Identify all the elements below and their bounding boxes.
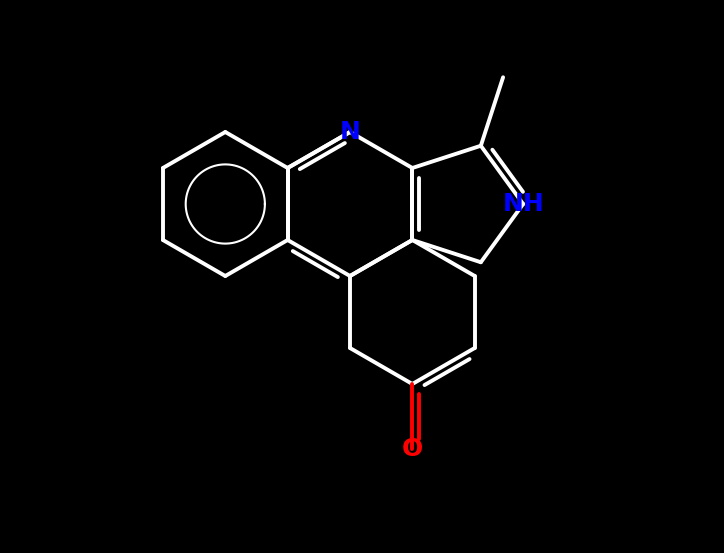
Text: O: O (402, 437, 423, 461)
Text: NH: NH (502, 192, 544, 216)
Text: N: N (340, 120, 361, 144)
